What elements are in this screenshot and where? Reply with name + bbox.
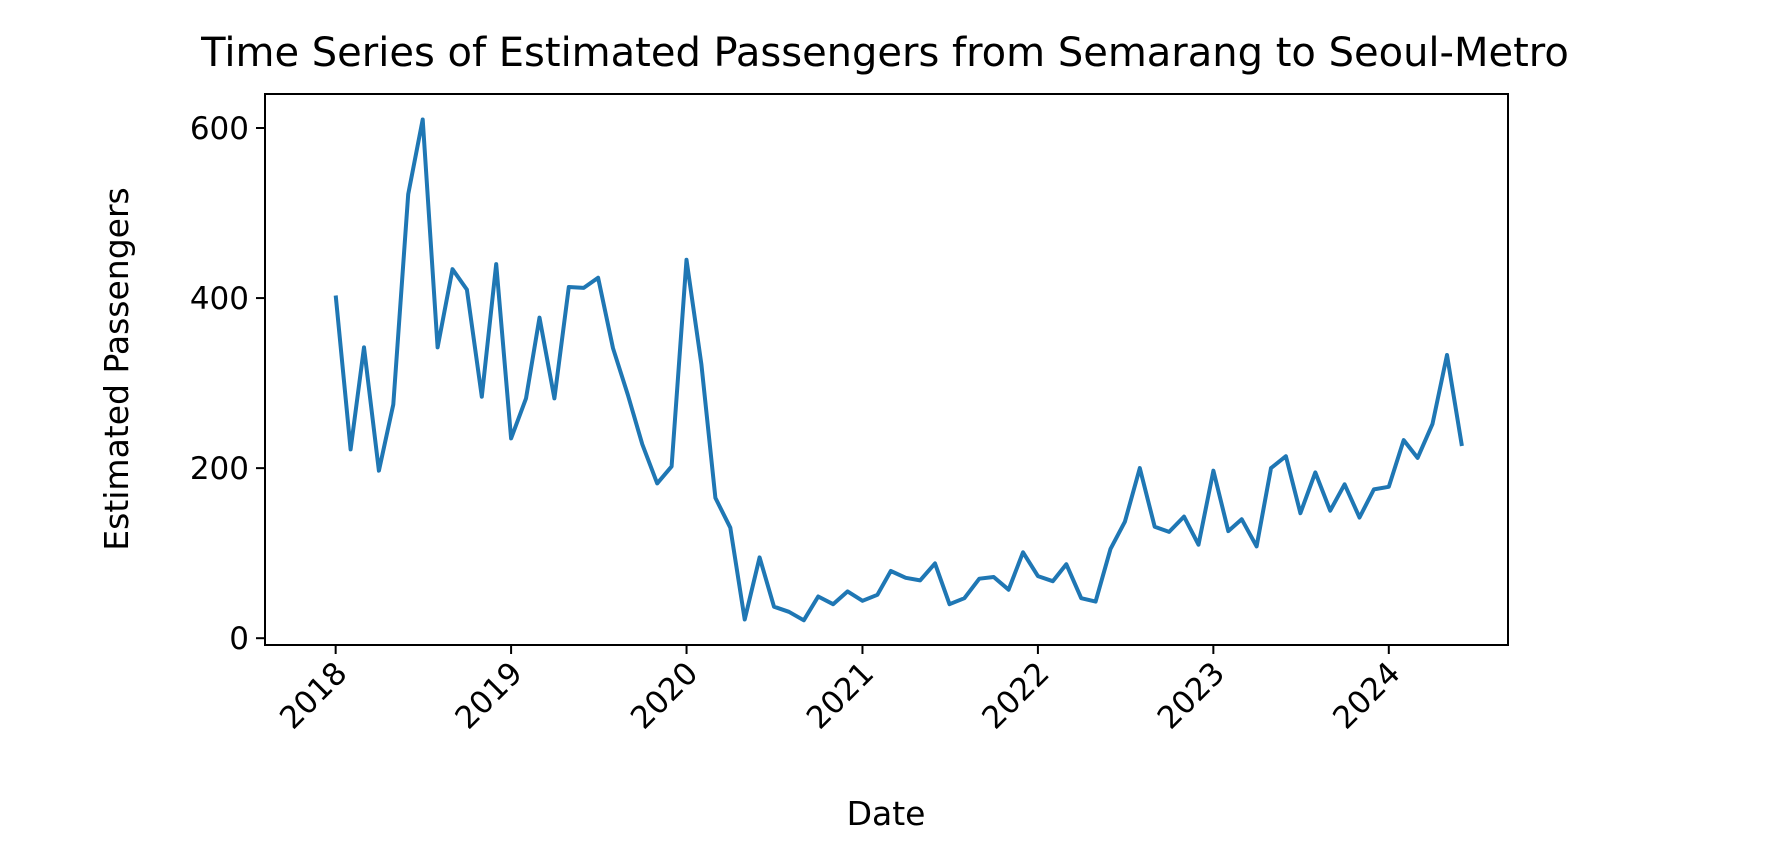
x-tick-label: 2018 [273, 655, 354, 736]
x-tick-label: 2021 [800, 655, 881, 736]
x-tick-label: 2019 [449, 655, 530, 736]
x-tick-label: 2023 [1151, 655, 1232, 736]
y-tick-label: 0 [229, 621, 249, 657]
x-axis: 2018 2019 2020 2021 2022 2023 2024 [273, 645, 1407, 736]
plot-area [264, 93, 1509, 646]
x-tick-label: 2022 [975, 655, 1056, 736]
chart-title: Time Series of Estimated Passengers from… [200, 30, 1569, 76]
y-tick-label: 600 [190, 111, 249, 147]
x-tick-label: 2024 [1326, 655, 1407, 736]
y-tick-label: 200 [190, 451, 249, 487]
x-axis-label: Date [847, 794, 926, 833]
plot-frame [264, 93, 1509, 646]
y-axis-label: Estimated Passengers [97, 187, 136, 550]
series-line [333, 117, 1464, 623]
y-tick-label: 400 [190, 281, 249, 317]
y-axis: 0 200 400 600 [190, 111, 265, 657]
x-tick-label: 2020 [624, 655, 705, 736]
